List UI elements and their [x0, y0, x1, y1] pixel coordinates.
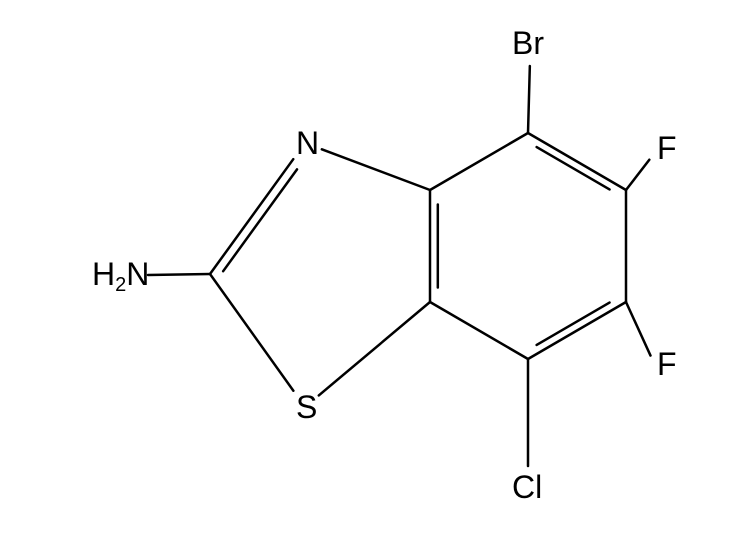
molecule-diagram: N S Br F F Cl H2N — [0, 0, 734, 552]
sub-F-top: F — [657, 130, 677, 166]
sub-NH2: H2N — [92, 256, 149, 296]
atom-N: N — [296, 125, 319, 161]
atom-S: S — [296, 389, 317, 425]
sub-F-bottom: F — [657, 346, 677, 382]
sub-Br: Br — [512, 25, 544, 61]
sub-Cl: Cl — [512, 469, 542, 505]
